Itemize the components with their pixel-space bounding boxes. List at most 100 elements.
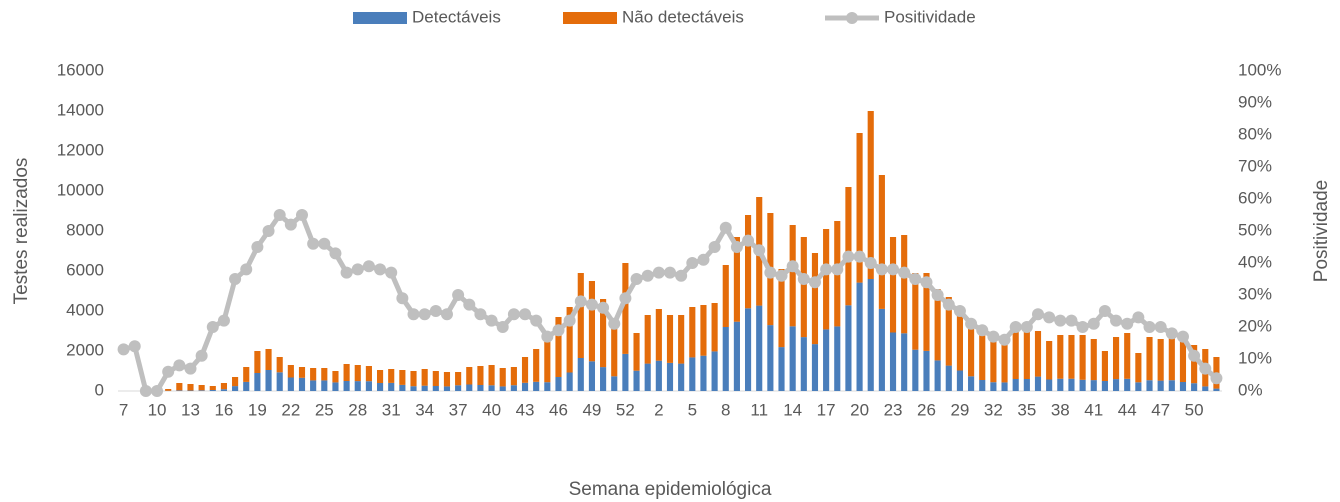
x-tick-label: 35 bbox=[1017, 400, 1036, 419]
line-marker bbox=[374, 263, 387, 276]
line-marker bbox=[340, 266, 353, 279]
bar bbox=[778, 269, 785, 348]
bar bbox=[533, 349, 540, 382]
bar bbox=[1057, 378, 1064, 391]
bar bbox=[1112, 379, 1120, 391]
legend-label: Não detectáveis bbox=[622, 7, 744, 26]
line-marker bbox=[719, 221, 732, 234]
x-tick-label: 19 bbox=[248, 400, 267, 419]
y2-tick-label: 80% bbox=[1238, 124, 1272, 143]
bar bbox=[789, 225, 796, 327]
line-marker bbox=[452, 289, 465, 301]
bar bbox=[198, 390, 205, 391]
x-tick-label: 28 bbox=[348, 400, 367, 419]
bar bbox=[823, 329, 830, 391]
bar bbox=[778, 347, 785, 391]
bar bbox=[1046, 341, 1053, 380]
line-marker bbox=[1043, 311, 1056, 324]
line-marker bbox=[619, 292, 632, 305]
bar bbox=[566, 307, 573, 373]
line-marker bbox=[407, 308, 420, 321]
line-marker bbox=[530, 314, 543, 327]
bar bbox=[1079, 379, 1086, 391]
line-marker bbox=[987, 330, 1000, 343]
line-marker bbox=[608, 317, 621, 330]
line-marker bbox=[1054, 314, 1067, 327]
y-tick-label: 12000 bbox=[57, 140, 104, 159]
bar bbox=[332, 382, 339, 391]
y-tick-label: 16000 bbox=[57, 60, 104, 79]
y-tick-label: 0 bbox=[95, 380, 104, 399]
line-marker bbox=[597, 301, 610, 314]
bar bbox=[600, 299, 607, 368]
bar bbox=[1046, 379, 1053, 391]
bar bbox=[209, 386, 216, 390]
line-marker bbox=[697, 253, 710, 266]
bar bbox=[399, 370, 406, 385]
line-marker bbox=[1210, 372, 1223, 385]
bar bbox=[254, 373, 261, 391]
bar bbox=[678, 315, 685, 364]
bar bbox=[488, 365, 495, 386]
line-marker bbox=[998, 333, 1011, 346]
line-marker bbox=[418, 308, 431, 321]
bar bbox=[845, 187, 852, 306]
line-marker bbox=[831, 263, 844, 276]
bar bbox=[811, 344, 819, 391]
line-marker bbox=[195, 349, 208, 362]
line-marker bbox=[563, 314, 576, 327]
x-tick-label: 11 bbox=[750, 400, 768, 419]
bar bbox=[979, 333, 986, 380]
bar bbox=[956, 370, 964, 391]
bar bbox=[968, 321, 975, 377]
bar bbox=[1157, 339, 1164, 381]
line-marker bbox=[1065, 314, 1078, 327]
bar bbox=[1001, 382, 1008, 391]
line-marker bbox=[853, 250, 866, 263]
y2-tick-label: 50% bbox=[1238, 220, 1272, 239]
bar bbox=[187, 390, 194, 391]
bar bbox=[1157, 380, 1164, 391]
line-marker bbox=[942, 298, 955, 311]
line-marker bbox=[585, 298, 598, 311]
legend-swatch-marker bbox=[846, 12, 858, 24]
bar bbox=[310, 380, 317, 391]
line-marker bbox=[898, 266, 911, 279]
line-marker bbox=[1098, 305, 1111, 317]
bar bbox=[566, 372, 573, 391]
bar bbox=[376, 370, 384, 383]
bar bbox=[1191, 383, 1198, 391]
bar bbox=[365, 381, 372, 391]
bar bbox=[343, 364, 350, 381]
line-marker bbox=[652, 266, 665, 279]
bar bbox=[410, 371, 417, 387]
line-marker bbox=[574, 295, 587, 308]
bar bbox=[443, 386, 451, 391]
line-marker bbox=[206, 321, 219, 333]
bar bbox=[544, 339, 551, 383]
line-marker bbox=[151, 385, 164, 397]
y2-tick-label: 60% bbox=[1238, 188, 1272, 207]
y-tick-label: 14000 bbox=[57, 100, 104, 119]
bar bbox=[722, 327, 729, 391]
line-marker bbox=[362, 260, 375, 273]
bar bbox=[588, 281, 596, 362]
bar bbox=[354, 365, 361, 382]
bar bbox=[733, 237, 740, 322]
line-marker bbox=[162, 365, 175, 378]
bar bbox=[934, 360, 941, 391]
bar bbox=[376, 383, 384, 391]
line-marker bbox=[1154, 321, 1167, 333]
line-marker bbox=[775, 269, 788, 282]
x-tick-label: 23 bbox=[884, 400, 903, 419]
line-marker bbox=[864, 257, 877, 269]
bar bbox=[968, 376, 975, 391]
bar bbox=[1090, 339, 1097, 381]
line-marker bbox=[1076, 321, 1089, 333]
line-marker bbox=[262, 225, 275, 237]
line-marker bbox=[541, 330, 554, 343]
bar bbox=[990, 382, 997, 391]
bar bbox=[488, 385, 495, 391]
x-tick-label: 7 bbox=[119, 400, 128, 419]
line-marker bbox=[284, 218, 297, 231]
